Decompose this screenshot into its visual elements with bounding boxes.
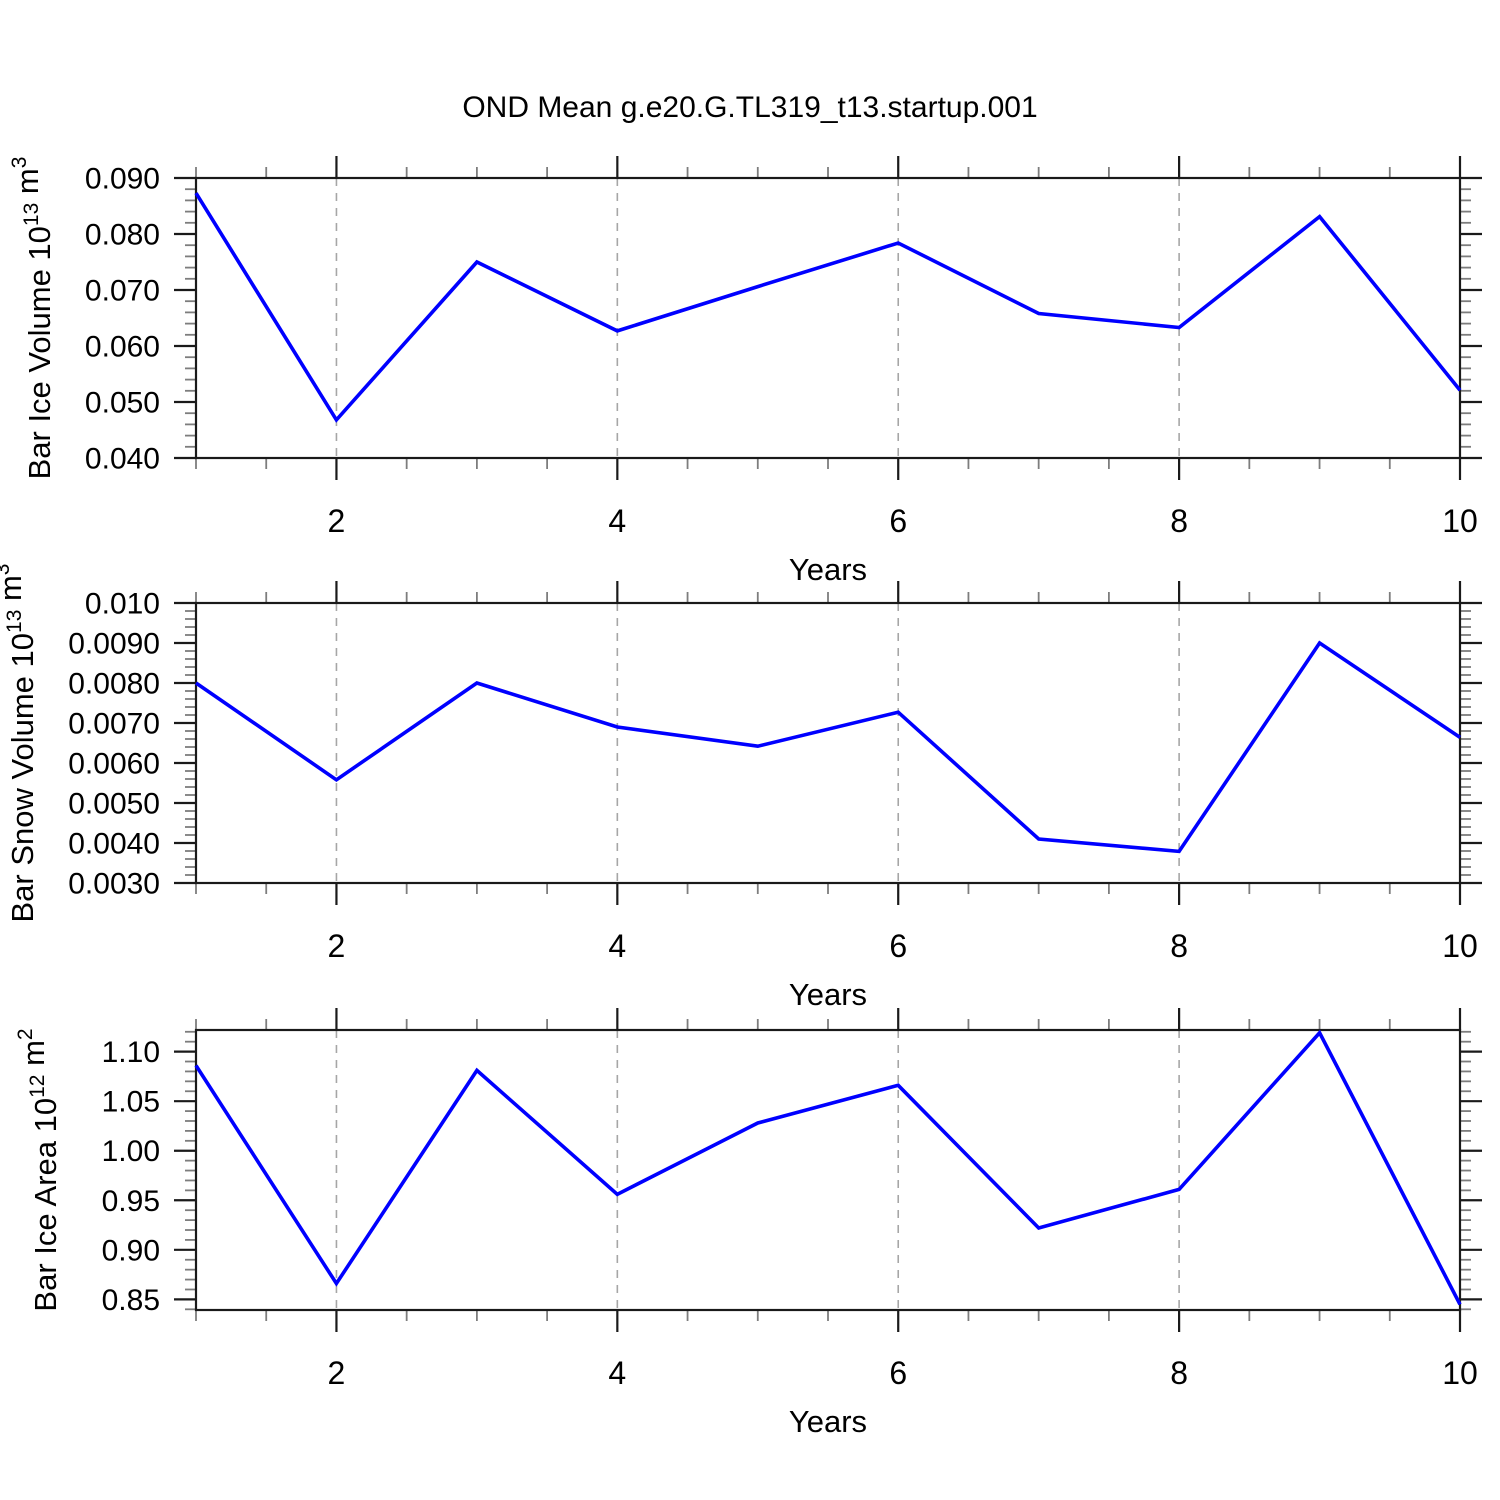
y-tick-label: 0.070 — [85, 275, 160, 308]
data-line — [194, 640, 1462, 854]
x-tick-label: 4 — [608, 1355, 626, 1391]
y-tick-label: 0.85 — [102, 1284, 160, 1317]
x-tick-label: 8 — [1170, 1355, 1188, 1391]
x-axis-title: Years — [789, 977, 867, 1012]
x-tick-label: 6 — [889, 1355, 907, 1391]
y-axis-title: Bar Snow Volume 1013 m3 — [0, 564, 40, 923]
x-tick-label: 2 — [328, 503, 346, 539]
y-tick-label: 0.90 — [102, 1234, 160, 1267]
y-tick-label: 0.95 — [102, 1185, 160, 1218]
plot-frame — [194, 601, 1462, 885]
data-line — [194, 1029, 1462, 1306]
x-tick-label: 8 — [1170, 928, 1188, 964]
x-tick-label: 2 — [328, 1355, 346, 1391]
y-tick-label: 0.0040 — [68, 828, 160, 861]
y-tick-label: 0.050 — [85, 387, 160, 420]
y-tick-label: 0.090 — [85, 163, 160, 196]
y-axis-title: Bar Ice Area 1012 m2 — [14, 1028, 63, 1311]
y-tick-label: 0.0060 — [68, 748, 160, 781]
y-tick-label: 0.010 — [85, 588, 160, 621]
y-tick-label: 0.0080 — [68, 668, 160, 701]
y-tick-label: 0.0030 — [68, 868, 160, 901]
x-tick-label: 6 — [889, 503, 907, 539]
data-line — [194, 192, 1462, 423]
x-tick-label: 10 — [1442, 503, 1478, 539]
x-tick-label: 8 — [1170, 503, 1188, 539]
y-tick-label: 1.05 — [102, 1086, 160, 1119]
y-tick-label: 0.0050 — [68, 788, 160, 821]
y-tick-label: 0.0070 — [68, 708, 160, 741]
y-tick-label: 1.10 — [102, 1036, 160, 1069]
x-tick-label: 4 — [608, 503, 626, 539]
y-tick-label: 0.040 — [85, 443, 160, 476]
plot-bar-ice-volume: 2 4 6 8 10 0.090 0.080 0.070 0.060 0.050 0.040 Year… — [8, 156, 1482, 587]
y-tick-label: 0.080 — [85, 219, 160, 252]
x-axis-title: Years — [789, 1404, 867, 1439]
plot-frame — [194, 1028, 1462, 1312]
x-tick-label: 10 — [1442, 1355, 1478, 1391]
y-tick-label: 0.060 — [85, 331, 160, 364]
y-tick-label: 1.00 — [102, 1135, 160, 1168]
x-tick-label: 2 — [328, 928, 346, 964]
plot-frame — [194, 176, 1462, 460]
plot-bar-snow-volume: 2 4 6 8 10 0.010 0.0090 0.0080 0.0070 0.0060 0.005… — [0, 564, 1482, 1012]
chart-title: OND Mean g.e20.G.TL319_t13.startup.001 — [462, 91, 1038, 124]
x-tick-label: 6 — [889, 928, 907, 964]
x-tick-label: 4 — [608, 928, 626, 964]
plot-bar-ice-area: 2 4 6 8 10 1.10 1.05 1.00 0.95 0.90 0.85 Years Bar I… — [14, 1008, 1482, 1439]
x-tick-label: 10 — [1442, 928, 1478, 964]
y-axis-title: Bar Ice Volume 1013 m3 — [8, 157, 57, 480]
y-tick-label: 0.0090 — [68, 628, 160, 661]
x-axis-title: Years — [789, 552, 867, 587]
